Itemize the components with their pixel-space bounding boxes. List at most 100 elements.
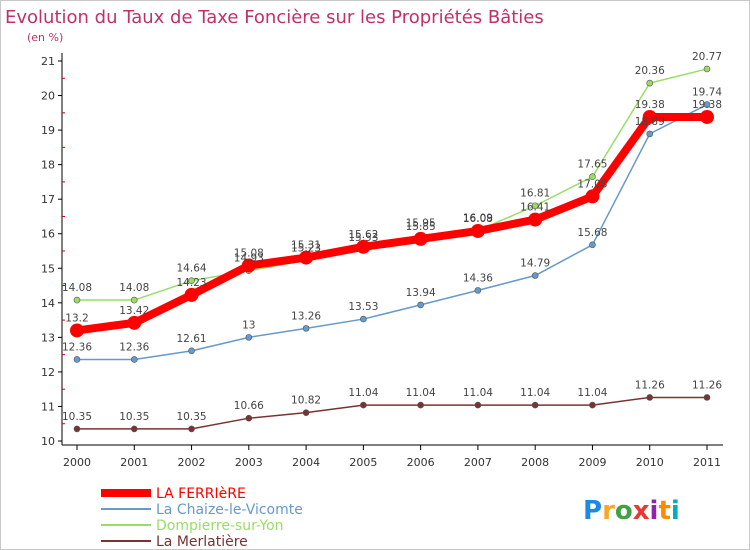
data-label: 14.36 <box>463 272 493 284</box>
data-label: 17.08 <box>577 178 607 190</box>
x-tick-label: 2002 <box>178 456 206 469</box>
data-label: 16.81 <box>520 188 550 200</box>
data-point <box>646 394 654 401</box>
y-tick-label: 18 <box>41 159 55 172</box>
data-point <box>299 250 314 265</box>
y-tick-label: 10 <box>41 435 55 448</box>
data-point <box>700 109 714 124</box>
x-tick-label: 2000 <box>63 456 91 469</box>
data-point <box>585 189 600 204</box>
data-point <box>703 101 711 108</box>
data-point <box>73 425 81 433</box>
series-line <box>77 396 707 430</box>
data-point <box>474 287 482 294</box>
y-tick-label: 14 <box>41 297 55 310</box>
series-line <box>77 68 708 301</box>
data-point <box>703 394 711 401</box>
data-label: 19.38 <box>635 99 665 111</box>
data-label: 11.04 <box>463 387 493 399</box>
y-tick-label: 17 <box>41 193 55 206</box>
data-label: 14.23 <box>177 277 207 289</box>
data-point <box>188 347 195 355</box>
data-point <box>127 315 142 330</box>
legend-label: La Merlatière <box>156 534 248 549</box>
legend-label: Dompierre-sur-Yon <box>156 518 284 534</box>
data-label: 15.53 <box>348 232 378 244</box>
x-tick-label: 2007 <box>464 456 492 469</box>
data-point <box>188 277 195 285</box>
data-label: 11.04 <box>577 387 607 399</box>
y-tick-label: 15 <box>41 262 55 275</box>
data-point <box>302 409 310 416</box>
data-label: 15.85 <box>406 221 436 233</box>
x-tick-label: 2006 <box>407 456 435 469</box>
data-point <box>417 401 424 409</box>
data-label: 16.41 <box>520 202 550 214</box>
data-point <box>413 231 428 246</box>
data-label: 14.64 <box>177 263 207 275</box>
x-tick-label: 2001 <box>120 456 148 469</box>
data-label: 15.31 <box>291 240 321 252</box>
data-point <box>302 325 310 332</box>
data-label: 16.08 <box>463 213 493 225</box>
data-label: 11.26 <box>692 379 722 391</box>
chart-axes: 10 11 12 13 14 15 16 17 18 19 20 21 2000 2001 2002 2003… <box>41 53 723 469</box>
data-label: 14.93 <box>234 253 264 265</box>
x-tick-label: 2011 <box>693 456 721 469</box>
data-point <box>360 315 367 323</box>
data-label: 15.08 <box>234 248 264 260</box>
data-point <box>245 414 253 422</box>
data-point <box>417 301 424 309</box>
data-label: 10.35 <box>177 411 207 423</box>
y-tick-label: 19 <box>41 124 55 137</box>
data-label: 12.61 <box>177 333 207 345</box>
y-tick-label: 20 <box>41 90 55 103</box>
logo-letter: i <box>671 496 680 526</box>
data-label: 15.23 <box>291 242 321 254</box>
logo-letter: x <box>633 496 650 526</box>
data-label: 12.36 <box>62 341 92 353</box>
series-line <box>77 103 708 361</box>
data-label: 13.53 <box>348 301 378 313</box>
data-point <box>73 296 81 304</box>
chart-title: Evolution du Taux de Taxe Foncière sur l… <box>5 7 544 28</box>
data-label: 14.08 <box>119 282 149 294</box>
y-tick-label: 12 <box>41 366 55 379</box>
data-point <box>184 287 199 302</box>
data-label: 14.79 <box>520 258 550 270</box>
data-point <box>245 334 253 341</box>
data-label: 13.42 <box>119 305 149 317</box>
data-label: 16.09 <box>463 213 493 225</box>
logo-letter: P <box>583 496 602 526</box>
legend-label: LA FERRIèRE <box>156 486 246 502</box>
data-label: 13.94 <box>406 287 436 299</box>
data-label: 17.65 <box>577 159 607 171</box>
data-point <box>360 401 367 409</box>
data-label: 11.26 <box>635 379 665 391</box>
logo-letter: o <box>615 496 633 526</box>
legend-label: La Chaize-le-Vicomte <box>156 502 303 518</box>
x-tick-label: 2009 <box>578 456 606 469</box>
data-point <box>130 425 138 433</box>
x-tick-label: 2004 <box>292 456 320 469</box>
series-layer <box>70 65 714 433</box>
proxiti-logo: Proxiti <box>583 496 680 526</box>
data-label: 19.74 <box>692 87 722 99</box>
data-labels-layer: 10.35 10.35 10.35 10.66 10.82 11.04 11.04 11.04… <box>62 51 722 423</box>
x-tick-label: 2008 <box>521 456 549 469</box>
data-point <box>241 258 256 273</box>
logo-letter: r <box>602 496 615 526</box>
data-point <box>589 241 596 249</box>
data-label: 10.35 <box>119 411 149 423</box>
data-label: 13.2 <box>65 312 88 324</box>
y-tick-label: 16 <box>41 228 55 241</box>
data-point <box>531 272 539 279</box>
data-point <box>531 401 539 409</box>
data-label: 14.08 <box>62 282 92 294</box>
data-label: 13.26 <box>291 310 321 322</box>
data-point <box>589 401 596 409</box>
data-label: 18.89 <box>635 116 665 128</box>
